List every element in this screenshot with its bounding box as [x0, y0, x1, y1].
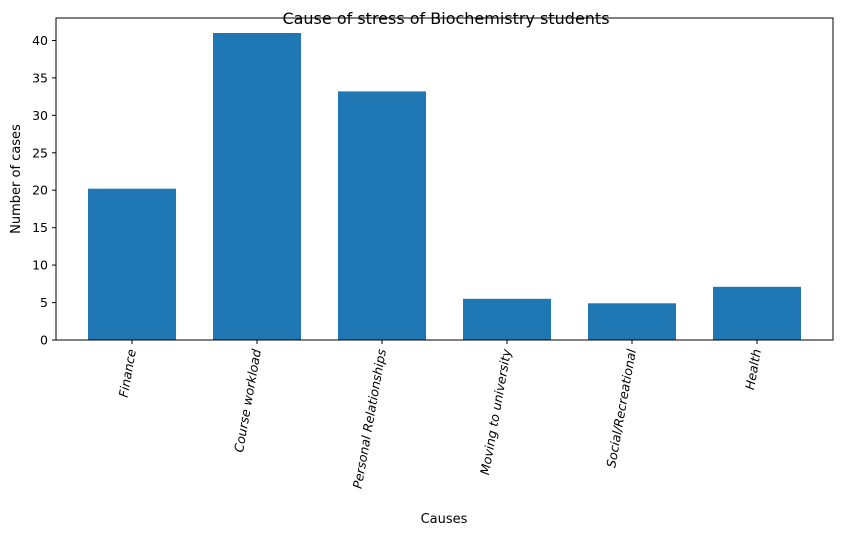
- x-axis-title: Causes: [421, 512, 468, 527]
- y-tick-label-7: 35: [32, 70, 48, 85]
- bar-0: [88, 188, 176, 340]
- x-tick-label-5: Health: [742, 348, 764, 391]
- x-tick-label-1: Course workload: [231, 348, 264, 454]
- y-axis-title: Number of cases: [9, 124, 24, 234]
- bar-5: [713, 286, 801, 340]
- bar-2: [338, 91, 426, 341]
- bar-1: [213, 33, 301, 340]
- bar-4: [588, 303, 676, 340]
- y-tick-label-5: 25: [32, 145, 48, 160]
- y-tick-label-6: 30: [32, 108, 48, 123]
- x-tick-label-0: Finance: [116, 348, 139, 399]
- y-tick-label-8: 40: [32, 33, 48, 48]
- x-tick-label-3: Moving to university: [477, 347, 514, 476]
- y-tick-label-3: 15: [32, 220, 48, 235]
- y-tick-label-0: 0: [40, 333, 48, 348]
- bar-3: [463, 298, 551, 340]
- y-tick-label-4: 20: [32, 183, 48, 198]
- x-tick-label-2: Personal Relationships: [350, 347, 389, 489]
- y-axis: 0 5 10 15 20 25 30 35 40: [32, 33, 56, 348]
- x-axis: Finance Course workload Personal Relations…: [116, 340, 764, 490]
- bars-group: [88, 33, 801, 341]
- x-tick-label-4: Social/Recreational: [603, 347, 639, 468]
- y-tick-label-2: 10: [32, 258, 48, 273]
- plot-area-frame: [55, 17, 834, 341]
- y-tick-label-1: 5: [40, 295, 48, 310]
